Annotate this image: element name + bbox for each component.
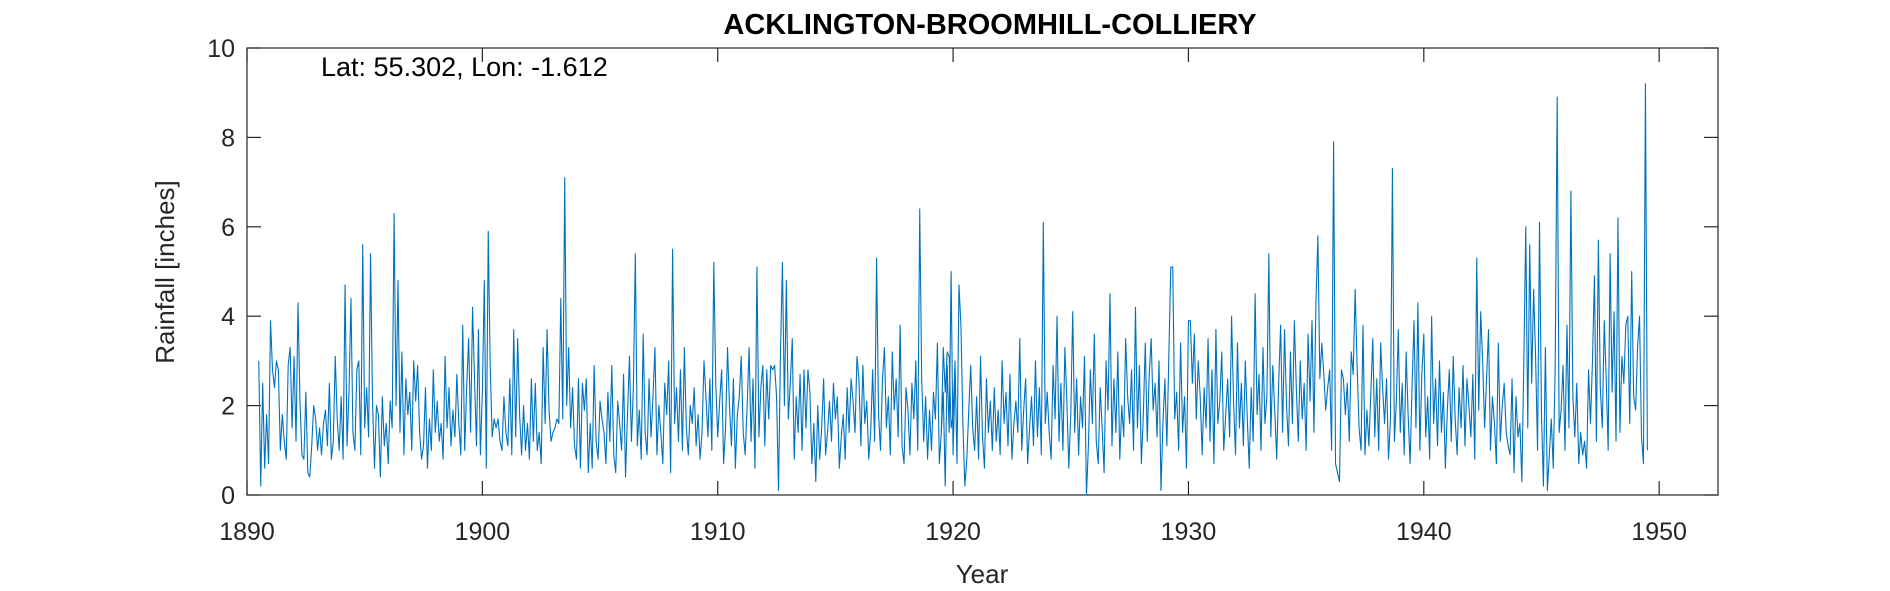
x-tick-label: 1890	[219, 518, 275, 546]
rainfall-series-line-segment-2	[940, 83, 1648, 496]
plot-area-frame	[246, 47, 1719, 496]
y-tick-label: 4	[221, 303, 235, 331]
series-group	[258, 83, 1648, 496]
y-tick-label: 6	[221, 214, 235, 242]
x-tick-label: 1950	[1631, 518, 1687, 546]
rainfall-series-line-segment-1	[258, 177, 956, 492]
y-tick-label: 2	[221, 393, 235, 421]
y-axis: 0 2 4 6 8 10	[207, 35, 1718, 510]
x-tick-label: 1900	[455, 518, 511, 546]
y-tick-label: 8	[221, 124, 235, 152]
y-tick-label: 10	[207, 35, 235, 63]
x-tick-label: 1910	[690, 518, 746, 546]
location-annotation: Lat: 55.302, Lon: -1.612	[321, 52, 608, 82]
x-axis-label: Year	[956, 559, 1009, 589]
x-tick-label: 1940	[1396, 518, 1452, 546]
y-tick-label: 0	[221, 482, 235, 510]
x-tick-label: 1930	[1161, 518, 1217, 546]
x-axis: 1890 1900 1910 1920 1930 1940 1950	[219, 48, 1687, 546]
y-axis-label: Rainfall [inches]	[150, 180, 180, 364]
chart-title: ACKLINGTON-BROOMHILL-COLLIERY	[723, 9, 1256, 41]
x-tick-label: 1920	[925, 518, 981, 546]
